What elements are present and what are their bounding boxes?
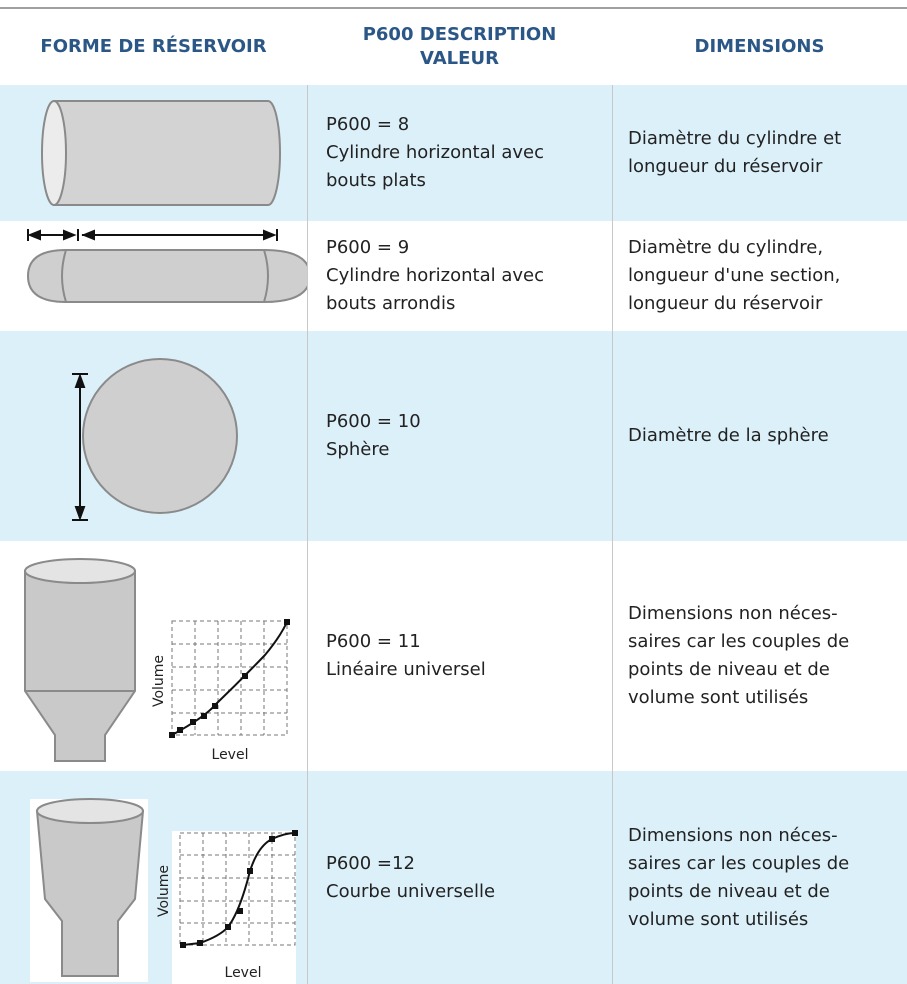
table-row: Volume Level P600 = 11 Linéaire universel… [0,541,907,771]
description-line: bouts arrondis [326,293,456,314]
dimensions-line: Diamètre de la sphère [628,425,829,446]
header-text: P600 DESCRIPTION [362,24,557,45]
dimensions-line: volume sont utilisés [628,908,809,930]
description-line: Sphère [326,439,390,460]
header-text: VALEUR [420,48,499,69]
description-line: Cylindre horizontal avec [326,142,545,163]
header-text: DIMENSIONS [694,36,825,57]
dimensions-line: longueur d'une section, [628,265,841,286]
column-divider [307,85,308,984]
dimensions-line: Dimensions non néces- [628,603,838,624]
description-line: P600 = 11 [326,631,421,652]
dimensions-line: Diamètre du cylindre, [628,237,824,258]
tank-icon: Volume Level [24,558,290,763]
dimensions: Diamètre du cylindre, longueur d'une sect… [628,221,907,331]
header-cell: FORME DE RÉSERVOIR [0,9,307,85]
description: P600 = 9 Cylindre horizontal avec bouts ar… [326,221,606,331]
header-text: FORME DE RÉSERVOIR [40,36,267,57]
dimensions: Dimensions non néces-saires car les coup… [628,771,907,984]
dimensions-line: points de niveau et de [628,880,830,902]
dimensions-line: saires car les couples de [628,852,850,874]
top-rule [0,7,907,9]
dimensions: Dimensions non néces-saires car les coup… [628,541,907,771]
dimensions: Diamètre de la sphère [628,331,907,541]
dimensions: Diamètre du cylindre et longueur du réser… [628,85,907,221]
dimensions-line: points de niveau et de [628,659,830,680]
dimensions-line: Dimensions non néces- [628,824,838,846]
description-line: P600 =12 [326,852,415,874]
description-line: Cylindre horizontal avec [326,265,545,286]
tank-icon [72,358,238,521]
dimensions-line: volume sont utilisés [628,687,809,708]
table-row: P600 = 8 Cylindre horizontal avec bouts pl… [0,85,907,221]
table-row: P600 = 9 Cylindre horizontal avec bouts ar… [0,221,907,331]
description: P600 =12 Courbe universelle [326,771,606,984]
tank-icon [41,100,281,206]
dimensions-line: longueur du réservoir [628,293,823,314]
description: P600 = 11 Linéaire universel [326,541,606,771]
description-line: P600 = 8 [326,114,410,135]
axis-label: Volume [151,655,167,707]
dimensions-line: longueur du réservoir [628,156,823,177]
description-line: Linéaire universel [326,659,486,680]
header-cell: P600 DESCRIPTION VALEUR [307,9,612,85]
column-divider [612,85,613,984]
description-line: bouts plats [326,170,426,191]
description: P600 = 8 Cylindre horizontal avec bouts pl… [326,85,606,221]
axis-label: Volume [156,865,172,917]
dimensions-line: Diamètre du cylindre et [628,128,842,149]
tank-icon: Volume Level [30,798,298,984]
table-row: Volume Level P600 =12 Courbe universelle … [0,771,907,984]
description-line: Courbe universelle [326,880,496,902]
description: P600 = 10 Sphère [326,331,606,541]
dimensions-line: saires car les couples de [628,631,850,652]
axis-label: Level [225,965,262,981]
table-row: P600 = 10 Sphère Diamètre de la sphère [0,331,907,541]
header-cell: DIMENSIONS [612,9,907,85]
description-line: P600 = 10 [326,411,421,432]
tank-icon [26,229,307,303]
description-line: P600 = 9 [326,237,410,258]
axis-label: Level [212,747,249,763]
